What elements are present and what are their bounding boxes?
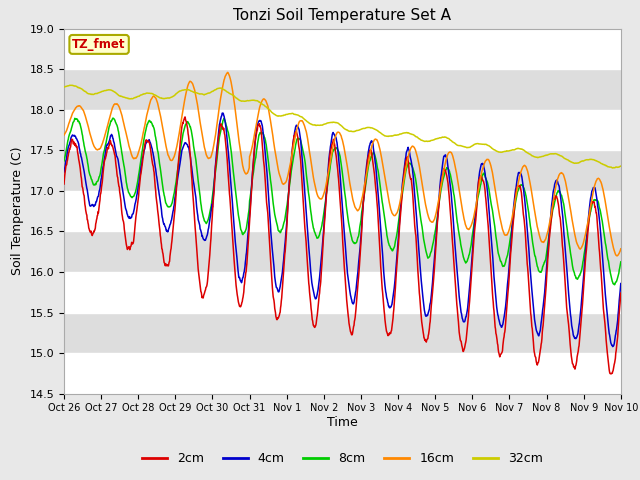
Bar (64, 272, 621, 312)
Bar (64, 312, 621, 353)
Bar (64, 110, 621, 150)
Legend: 2cm, 4cm, 8cm, 16cm, 32cm: 2cm, 4cm, 8cm, 16cm, 32cm (137, 447, 548, 470)
Bar (64, 150, 621, 191)
Text: TZ_fmet: TZ_fmet (72, 38, 126, 51)
Bar (64, 353, 621, 394)
Bar (64, 231, 621, 272)
Y-axis label: Soil Temperature (C): Soil Temperature (C) (11, 147, 24, 276)
Title: Tonzi Soil Temperature Set A: Tonzi Soil Temperature Set A (234, 9, 451, 24)
Bar (64, 29, 621, 69)
Bar (64, 69, 621, 110)
Bar (64, 191, 621, 231)
X-axis label: Time: Time (327, 416, 358, 429)
